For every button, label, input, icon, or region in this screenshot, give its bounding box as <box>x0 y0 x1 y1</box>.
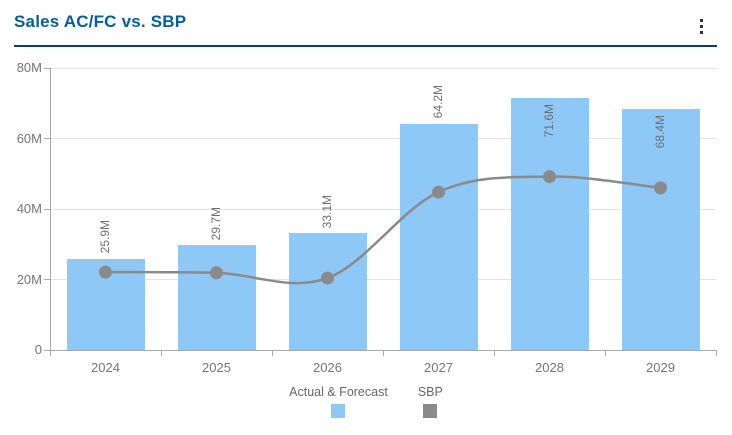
x-axis-tick <box>494 350 495 356</box>
kebab-dot <box>699 30 703 34</box>
x-axis-label-2027: 2027 <box>424 360 453 375</box>
y-axis-line <box>50 68 51 350</box>
y-gridline <box>50 208 716 210</box>
bar-2029[interactable] <box>621 108 700 350</box>
x-axis-label-2028: 2028 <box>535 360 564 375</box>
y-axis-tick <box>44 67 50 69</box>
sbp-point-2027[interactable] <box>432 185 445 199</box>
y-gridline <box>50 138 716 139</box>
bar-2026[interactable] <box>288 233 367 350</box>
legend-item-actual-forecast[interactable]: Actual & Forecast <box>289 385 388 418</box>
sbp-point-2029[interactable] <box>654 181 667 195</box>
x-axis-tick <box>383 350 384 356</box>
y-axis-tick <box>44 138 50 139</box>
y-gridline <box>50 279 716 280</box>
x-axis-tick <box>716 350 717 356</box>
x-axis-label-2025: 2025 <box>202 360 231 375</box>
legend-swatch <box>331 404 346 418</box>
sbp-line-layer <box>99 170 667 285</box>
y-axis-tick <box>44 349 50 351</box>
x-axis-tick <box>605 350 606 356</box>
y-axis-label: 60M <box>16 130 42 146</box>
legend-swatch <box>423 404 438 418</box>
kebab-dot <box>699 24 703 28</box>
x-axis-label-2029: 2029 <box>646 360 675 375</box>
x-axis-label-2024: 2024 <box>91 360 120 375</box>
y-axis-tick <box>44 279 50 280</box>
sbp-point-2025[interactable] <box>210 266 223 280</box>
sbp-point-2024[interactable] <box>99 265 112 279</box>
legend-item-sbp[interactable]: SBP <box>418 385 443 418</box>
legend-label: SBP <box>417 385 443 399</box>
x-axis-label-2026: 2026 <box>313 360 342 375</box>
y-gridline <box>50 67 716 69</box>
chart-legend: Actual & Forecast SBP <box>0 385 732 418</box>
kebab-dot <box>699 18 703 22</box>
x-axis-tick <box>272 350 273 356</box>
sbp-point-2026[interactable] <box>321 271 334 285</box>
kebab-menu-icon[interactable] <box>694 15 708 37</box>
x-axis-tick <box>161 350 162 356</box>
title-divider <box>14 45 717 47</box>
y-axis-label: 20M <box>16 271 42 287</box>
y-axis-label: 40M <box>16 201 42 216</box>
chart-title: Sales AC/FC vs. SBP <box>14 12 187 31</box>
sbp-point-2028[interactable] <box>543 170 556 184</box>
legend-label: Actual & Forecast <box>289 385 388 399</box>
bar-2027[interactable] <box>399 123 478 350</box>
y-axis-tick <box>44 208 50 210</box>
sbp-line <box>105 175 661 285</box>
bar-2025[interactable] <box>177 245 256 350</box>
y-axis-label: 0 <box>34 342 42 357</box>
x-axis-tick <box>50 350 51 356</box>
bar-2028[interactable] <box>510 97 589 350</box>
y-axis-label: 80M <box>16 60 42 75</box>
